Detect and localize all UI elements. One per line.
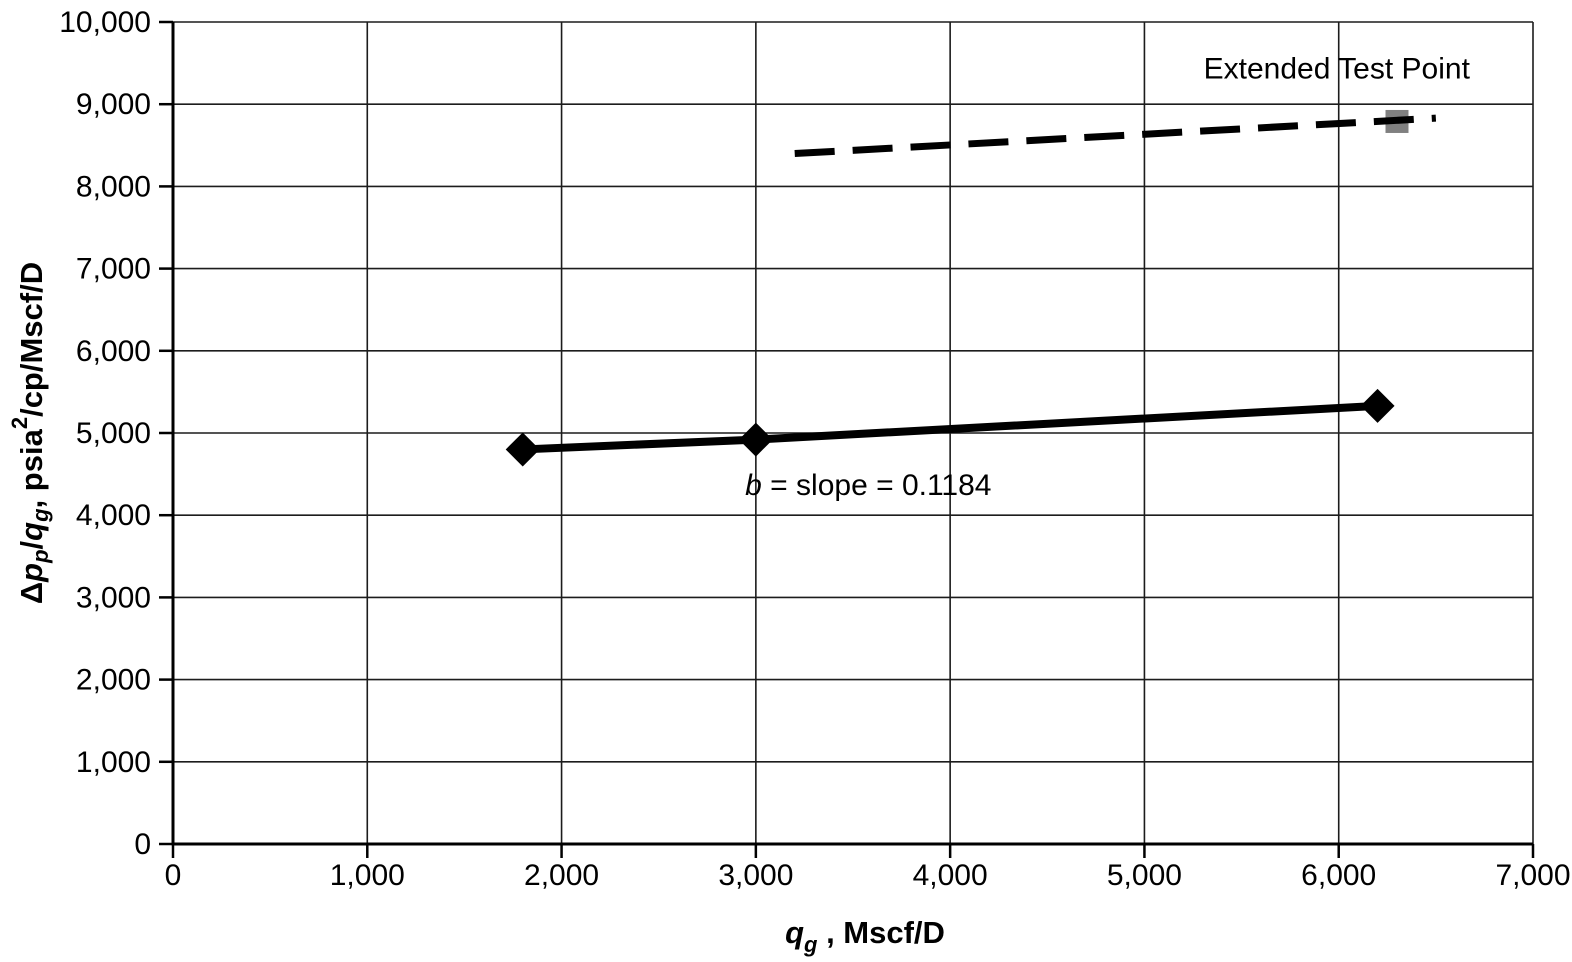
y-tick-label: 1,000 <box>76 746 151 779</box>
x-tick-label: 7,000 <box>1495 859 1570 892</box>
data-point-diamond <box>505 432 540 467</box>
y-tick-label: 4,000 <box>76 499 151 532</box>
y-tick-label: 7,000 <box>76 253 151 286</box>
x-axis-title: qg , Mscf/D <box>785 915 945 957</box>
data-point-diamond <box>738 422 773 457</box>
data-point-diamond <box>1360 388 1395 423</box>
x-tick-label: 1,000 <box>330 859 405 892</box>
y-tick-label: 2,000 <box>76 664 151 697</box>
x-tick-label: 5,000 <box>1107 859 1182 892</box>
y-tick-label: 8,000 <box>76 170 151 203</box>
y-tick-label: 9,000 <box>76 88 151 121</box>
y-tick-label: 3,000 <box>76 581 151 614</box>
x-tick-label: 6,000 <box>1301 859 1376 892</box>
x-tick-label: 3,000 <box>718 859 793 892</box>
y-tick-label: 0 <box>134 828 151 861</box>
y-tick-label: 6,000 <box>76 335 151 368</box>
y-axis-title-group: Δpp/qg, psia2/cp/Mscf/D <box>7 262 53 604</box>
extended-test-trend-line <box>794 114 1437 158</box>
y-axis-title: Δpp/qg, psia2/cp/Mscf/D <box>7 262 53 604</box>
y-tick-label: 10,000 <box>59 6 151 39</box>
extended-test-point-label: Extended Test Point <box>1204 53 1471 86</box>
x-tick-label: 0 <box>165 859 182 892</box>
y-tick-label: 5,000 <box>76 417 151 450</box>
slope-label: b = slope = 0.1184 <box>745 469 991 502</box>
x-tick-label: 4,000 <box>913 859 988 892</box>
x-tick-label: 2,000 <box>524 859 599 892</box>
